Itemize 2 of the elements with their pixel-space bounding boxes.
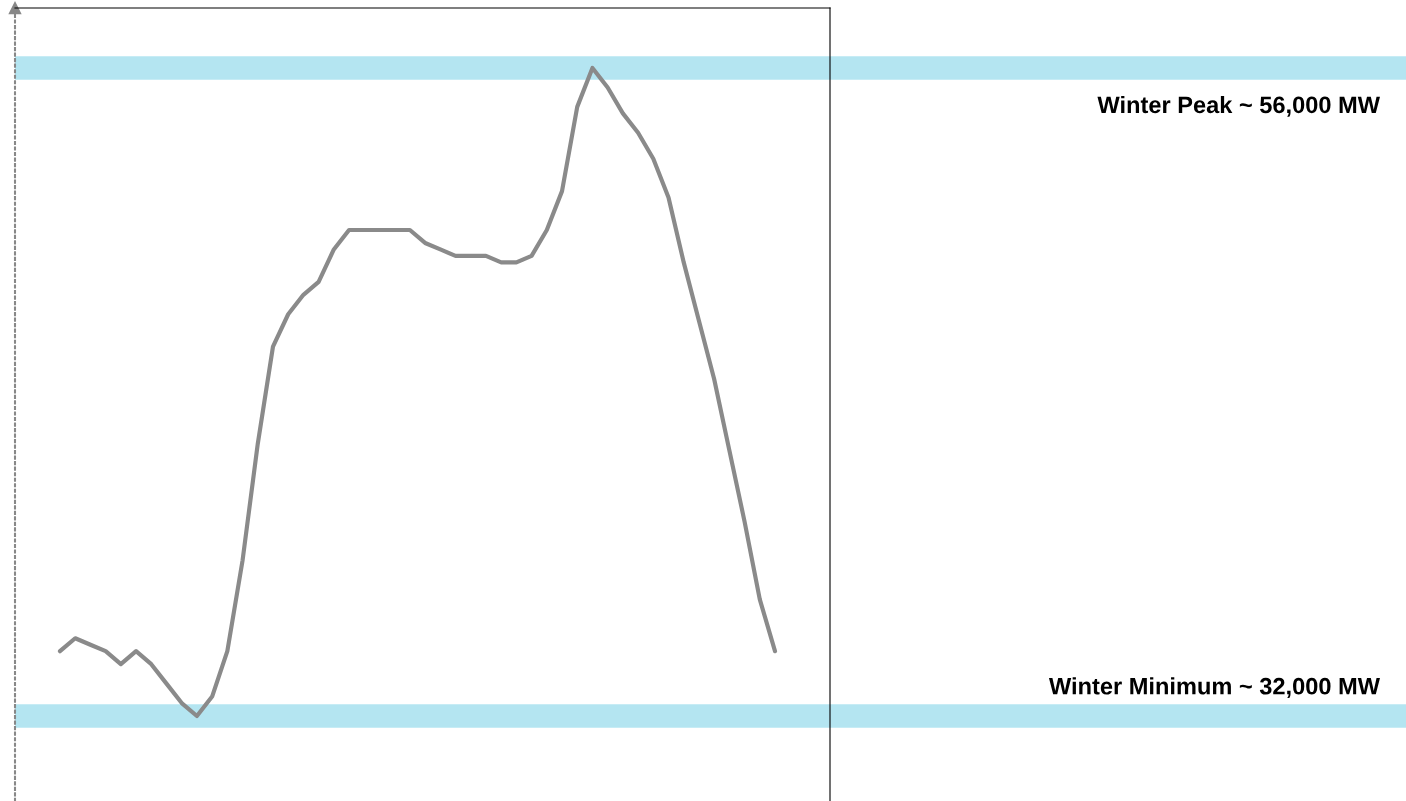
ref-line-label: Winter Peak ~ 56,000 MW — [1097, 95, 1380, 117]
ref-line-label: Winter Minimum ~ 32,000 MW — [1048, 677, 1380, 698]
